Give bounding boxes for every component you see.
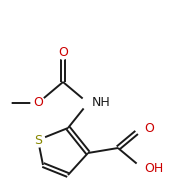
Circle shape [56,45,70,59]
Text: OH: OH [144,161,163,174]
Circle shape [85,96,99,110]
Text: S: S [34,133,42,146]
Circle shape [137,121,151,135]
Text: O: O [144,122,154,135]
Circle shape [31,96,45,110]
Circle shape [31,133,45,147]
Text: O: O [58,46,68,59]
Circle shape [137,161,151,175]
Text: O: O [33,97,43,109]
Circle shape [5,100,11,106]
Text: NH: NH [92,97,111,109]
